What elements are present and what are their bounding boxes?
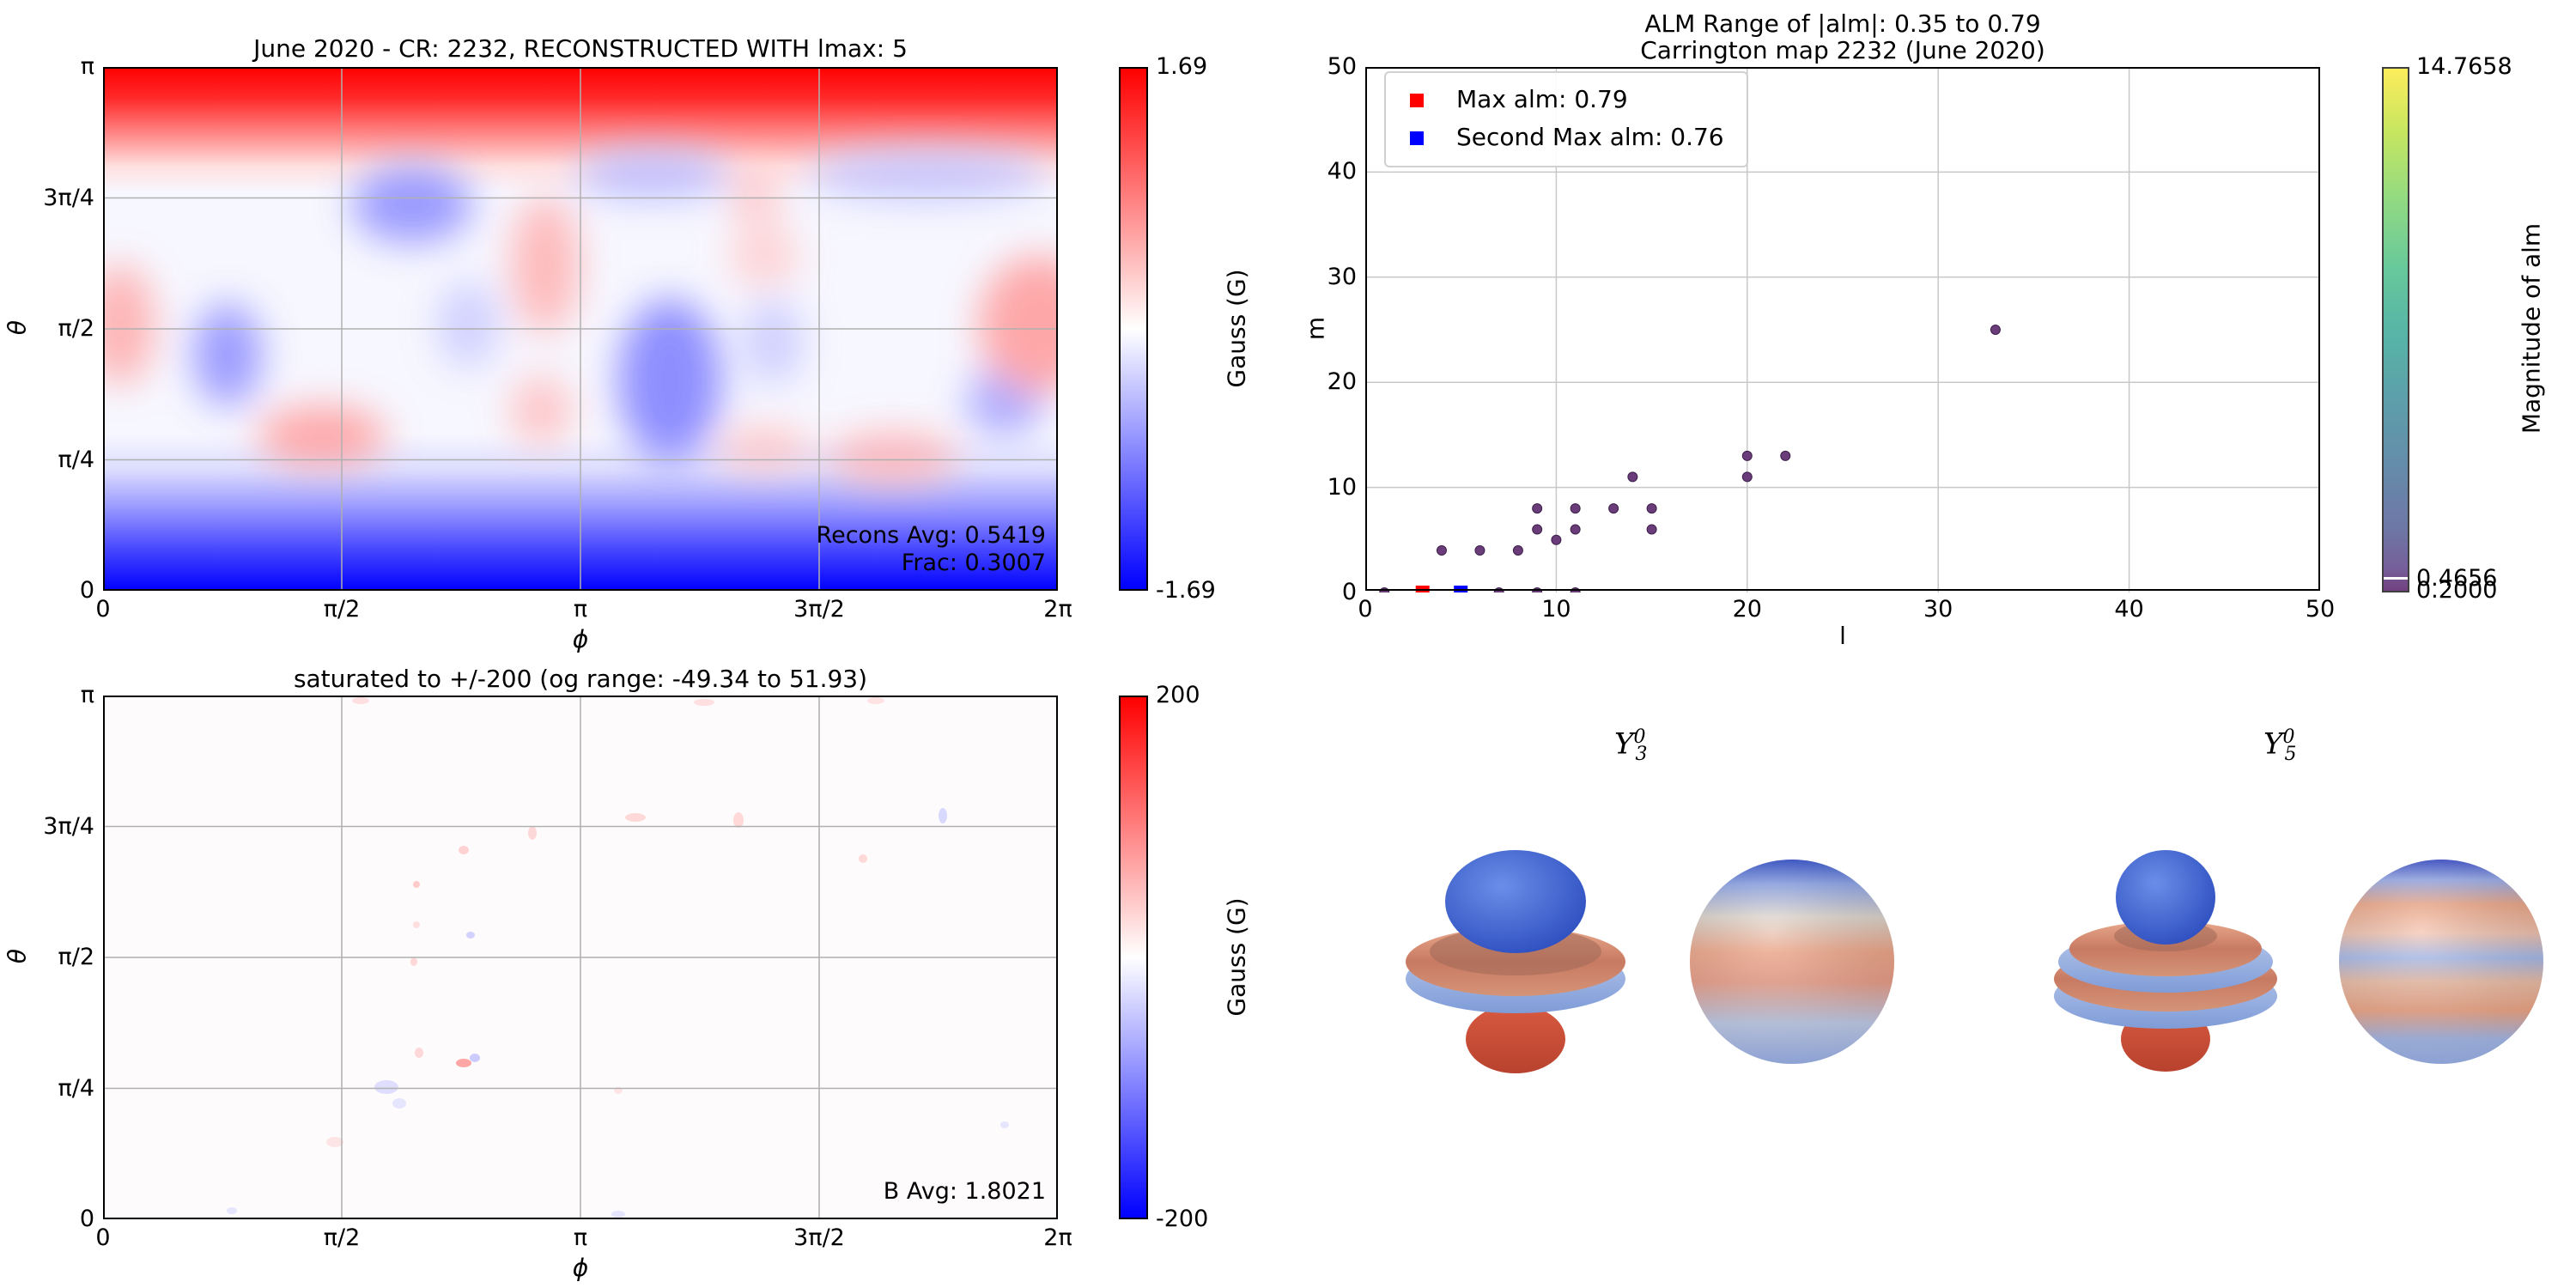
panel1-annotation-frac: Frac: 0.3007 <box>901 550 1046 576</box>
panel1-xtick: π/2 <box>323 596 361 623</box>
panel2-xtick: 50 <box>2305 596 2336 623</box>
panel2-legend: Max alm: 0.79 Second Max alm: 0.76 <box>1384 71 1748 167</box>
panel3-annotation-avg: B Avg: 1.8021 <box>883 1178 1046 1205</box>
alm-point <box>1627 471 1638 483</box>
y3-lobe-shape <box>1406 850 1625 1073</box>
panel2-ytick: 10 <box>1327 473 1357 501</box>
alm-point <box>1780 450 1791 461</box>
panel3-xtick: 0 <box>95 1224 111 1251</box>
alm-point <box>1646 524 1657 535</box>
panel2-title: ALM Range of |alm|: 0.35 to 0.79 <box>1644 9 2041 38</box>
spherical-harmonics-panel <box>1406 850 2543 1073</box>
ylm-label-5-sup: 0 <box>2282 726 2295 748</box>
panel1-xtick: 0 <box>95 596 111 623</box>
panel1-xtick: π <box>573 596 588 623</box>
alm-point <box>1474 545 1485 556</box>
panel1-cbar-max: 1.69 <box>1156 53 1208 80</box>
panel3-xtick: 2π <box>1043 1224 1072 1251</box>
ylm-label-5-sub: 5 <box>2284 744 2297 766</box>
panel3-heatmap <box>103 696 1058 1219</box>
panel3-colorbar <box>1119 696 1148 1219</box>
ylm-label-5: Y05 <box>2263 726 2296 765</box>
ylm-label-3-sup: 0 <box>1633 726 1646 748</box>
panel2-ytick: 20 <box>1327 368 1357 396</box>
panel2-xtick: 20 <box>1732 596 1762 623</box>
alm-point <box>1570 503 1581 514</box>
panel2-cbar-marker <box>2384 577 2408 580</box>
panel2-colorbar <box>2382 67 2409 592</box>
legend-label-max: Max alm: 0.79 <box>1456 85 1628 113</box>
alm-point <box>1608 503 1619 514</box>
panel2-xtick: 10 <box>1541 596 1571 623</box>
alm-point <box>1551 534 1562 545</box>
alm-point <box>1570 524 1581 535</box>
panel2-scatter-plot <box>1365 67 2320 592</box>
legend-marker-second <box>1410 131 1424 145</box>
panel2-ytick: 0 <box>1341 579 1357 605</box>
panel2-ylabel: m <box>1301 316 1330 341</box>
y5-lobe-shape <box>2054 850 2277 1072</box>
ylm-label-3-base: Y <box>1614 726 1634 762</box>
alm-point <box>1990 325 2001 335</box>
ylm-label-5-base: Y <box>2263 726 2283 762</box>
alm-point <box>1512 545 1523 556</box>
panel1-ylabel: θ <box>3 319 32 336</box>
panel1-title: June 2020 - CR: 2232, RECONSTRUCTED WITH… <box>253 34 908 63</box>
legend-label-second: Second Max alm: 0.76 <box>1456 123 1724 151</box>
panel3-ytick: 0 <box>79 1206 94 1232</box>
panel2-subtitle: Carrington map 2232 (June 2020) <box>1640 36 2045 64</box>
panel2-ytick: 40 <box>1327 158 1357 185</box>
alm-point <box>1741 450 1753 461</box>
panel1-xtick: 2π <box>1043 596 1072 623</box>
panel3-xlabel: ϕ <box>572 1254 589 1282</box>
panel1-cbar-label: Gauss (G) <box>1222 269 1251 388</box>
y3-sphere <box>1690 860 1894 1064</box>
panel1-cbar-min: -1.69 <box>1156 577 1216 604</box>
panel2-xtick: 0 <box>1358 596 1373 623</box>
y5-sphere <box>2339 860 2543 1064</box>
panel1-ytick: 3π/4 <box>43 185 94 211</box>
panel1-annotation-avg: Recons Avg: 0.5419 <box>816 522 1046 549</box>
panel2-xtick: 40 <box>2114 596 2144 623</box>
panel1-heatmap <box>103 67 1058 591</box>
panel3-ytick: π/2 <box>58 944 94 970</box>
panel2-ytick: 30 <box>1327 263 1357 290</box>
panel3-title: saturated to +/-200 (og range: -49.34 to… <box>293 665 868 693</box>
panel3-ytick: 3π/4 <box>43 813 94 840</box>
panel2-ytick: 50 <box>1327 53 1357 80</box>
panel2-cbar-label: Magnitude of alm <box>2517 222 2546 434</box>
panel3-ylabel: θ <box>3 948 32 964</box>
panel2-cbar-mid: 0.4656 <box>2416 565 2498 592</box>
legend-entry-max: Max alm: 0.79 <box>1410 85 1628 113</box>
panel1-xlabel: ϕ <box>572 625 589 653</box>
panel2-xtick: 30 <box>1923 596 1953 623</box>
panel3-ytick: π/4 <box>58 1075 94 1102</box>
alm-point <box>1741 471 1753 483</box>
alm-point <box>1532 503 1543 514</box>
panel1-ytick: 0 <box>79 577 94 604</box>
alm-point <box>1532 524 1543 535</box>
panel1-colorbar <box>1119 67 1148 591</box>
panel2-cbar-bottom: 0.2000 <box>2416 577 2498 604</box>
panel3-xtick: π/2 <box>323 1224 361 1251</box>
panel2-xlabel: l <box>1839 622 1846 650</box>
ylm-label-3: Y03 <box>1614 726 1647 765</box>
panel1-ytick: π/4 <box>58 447 94 473</box>
panel1-ytick: π/2 <box>58 315 94 342</box>
panel2-cbar-top: 14.7658 <box>2416 53 2512 80</box>
panel3-cbar-max: 200 <box>1156 682 1200 708</box>
legend-marker-max <box>1410 94 1424 107</box>
panel3-ytick: π <box>80 682 94 708</box>
panel3-cbar-min: -200 <box>1156 1206 1209 1232</box>
legend-entry-second: Second Max alm: 0.76 <box>1410 123 1724 151</box>
panel1-ytick: π <box>80 53 94 80</box>
ylm-label-3-sub: 3 <box>1635 744 1648 766</box>
panel3-xtick: 3π/2 <box>793 1224 845 1251</box>
panel3-cbar-label: Gauss (G) <box>1222 897 1251 1017</box>
panel3-xtick: π <box>573 1224 588 1251</box>
panel1-xtick: 3π/2 <box>793 596 845 623</box>
alm-point <box>1436 545 1447 556</box>
alm-point <box>1646 503 1657 514</box>
